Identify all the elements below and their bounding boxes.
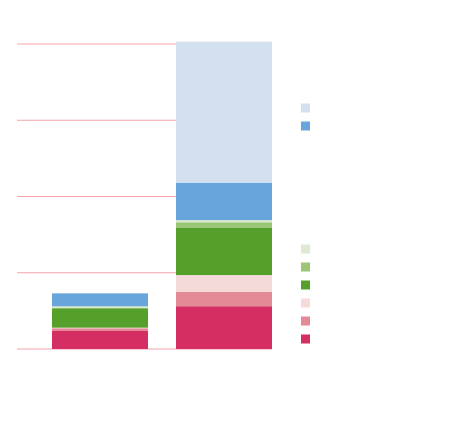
bar-0-segment-2 [52,327,148,329]
legend-swatch-4 [301,262,310,272]
bar-0-segment-5 [52,306,148,308]
bar-0-segment-6 [52,293,148,307]
bar-1-segment-1 [176,291,272,307]
bar-1-segment-4 [176,222,272,228]
bar-1-segment-3 [176,227,272,276]
bar-0-segment-4 [52,307,148,309]
legend [301,103,310,344]
bars [52,41,272,349]
legend-swatch-7 [301,103,310,113]
legend-swatch-1 [301,316,310,326]
bar-0-segment-1 [52,328,148,331]
legend-swatch-3 [301,280,310,290]
bar-0-segment-3 [52,308,148,328]
legend-swatch-5 [301,244,310,254]
bar-0-segment-0 [52,330,148,349]
bar-1-segment-5 [176,220,272,223]
bar-1-segment-0 [176,306,272,349]
legend-swatch-6 [301,121,310,131]
legend-swatch-2 [301,298,310,308]
bar-1-segment-2 [176,275,272,292]
bar-1-segment-6 [176,182,272,221]
bar-1-segment-7 [176,41,272,183]
legend-swatch-0 [301,334,310,344]
